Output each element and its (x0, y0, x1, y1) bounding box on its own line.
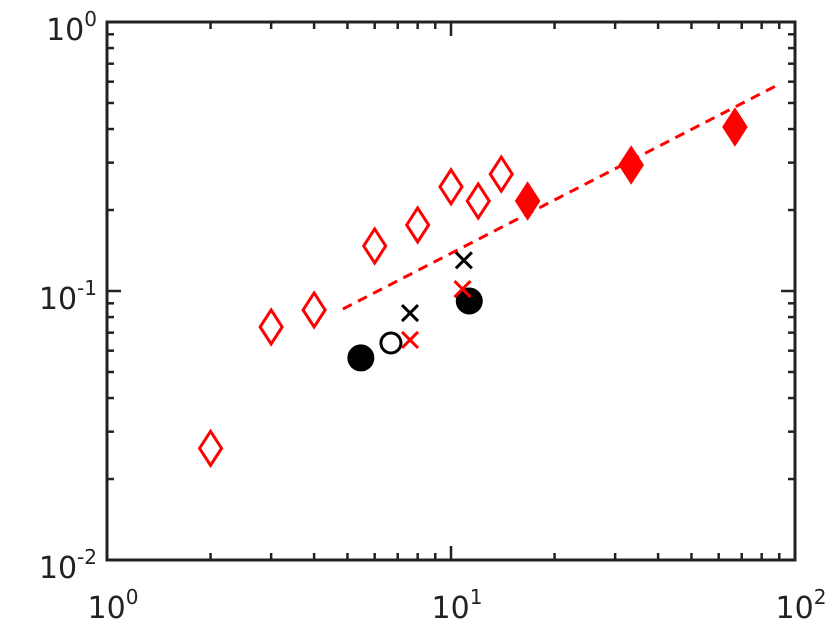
diamond-marker (404, 205, 431, 245)
tick-power: 2 (814, 585, 827, 609)
fit-line (342, 82, 781, 311)
diamond-marker (488, 154, 515, 194)
diamond-marker (722, 107, 748, 147)
tick-power: -1 (77, 276, 97, 300)
diamond-marker (258, 307, 284, 347)
tick-base: 10 (39, 282, 77, 317)
cross-marker (400, 330, 420, 349)
cross-marker (454, 251, 473, 270)
diamond-marker (438, 167, 464, 207)
tick-label: 102 (776, 585, 827, 626)
tick-base: 10 (776, 591, 814, 626)
circle-marker (379, 331, 403, 355)
tick-power: 0 (126, 585, 139, 609)
tick-label: 100 (46, 7, 97, 48)
tick-label: 10-1 (39, 276, 97, 317)
tick-base: 10 (46, 13, 84, 48)
tick-label: 100 (88, 585, 139, 626)
circle-marker (455, 287, 483, 315)
diamond-marker (361, 226, 388, 266)
tick-power: 1 (470, 585, 483, 609)
cross-marker (400, 303, 420, 323)
cross-marker (453, 279, 472, 299)
diamond-marker (301, 290, 327, 330)
tick-label: 101 (432, 585, 483, 626)
diamond-marker (197, 428, 224, 469)
diamond-marker (514, 181, 541, 221)
plot-area (105, 20, 797, 562)
tick-base: 10 (432, 591, 470, 626)
tick-label: 10-2 (39, 545, 97, 586)
circle-marker (347, 344, 375, 372)
tick-power: -2 (77, 545, 97, 569)
diamond-marker (465, 181, 492, 221)
tick-power: 0 (84, 7, 97, 31)
tick-base: 10 (39, 551, 77, 586)
tick-base: 10 (88, 591, 126, 626)
